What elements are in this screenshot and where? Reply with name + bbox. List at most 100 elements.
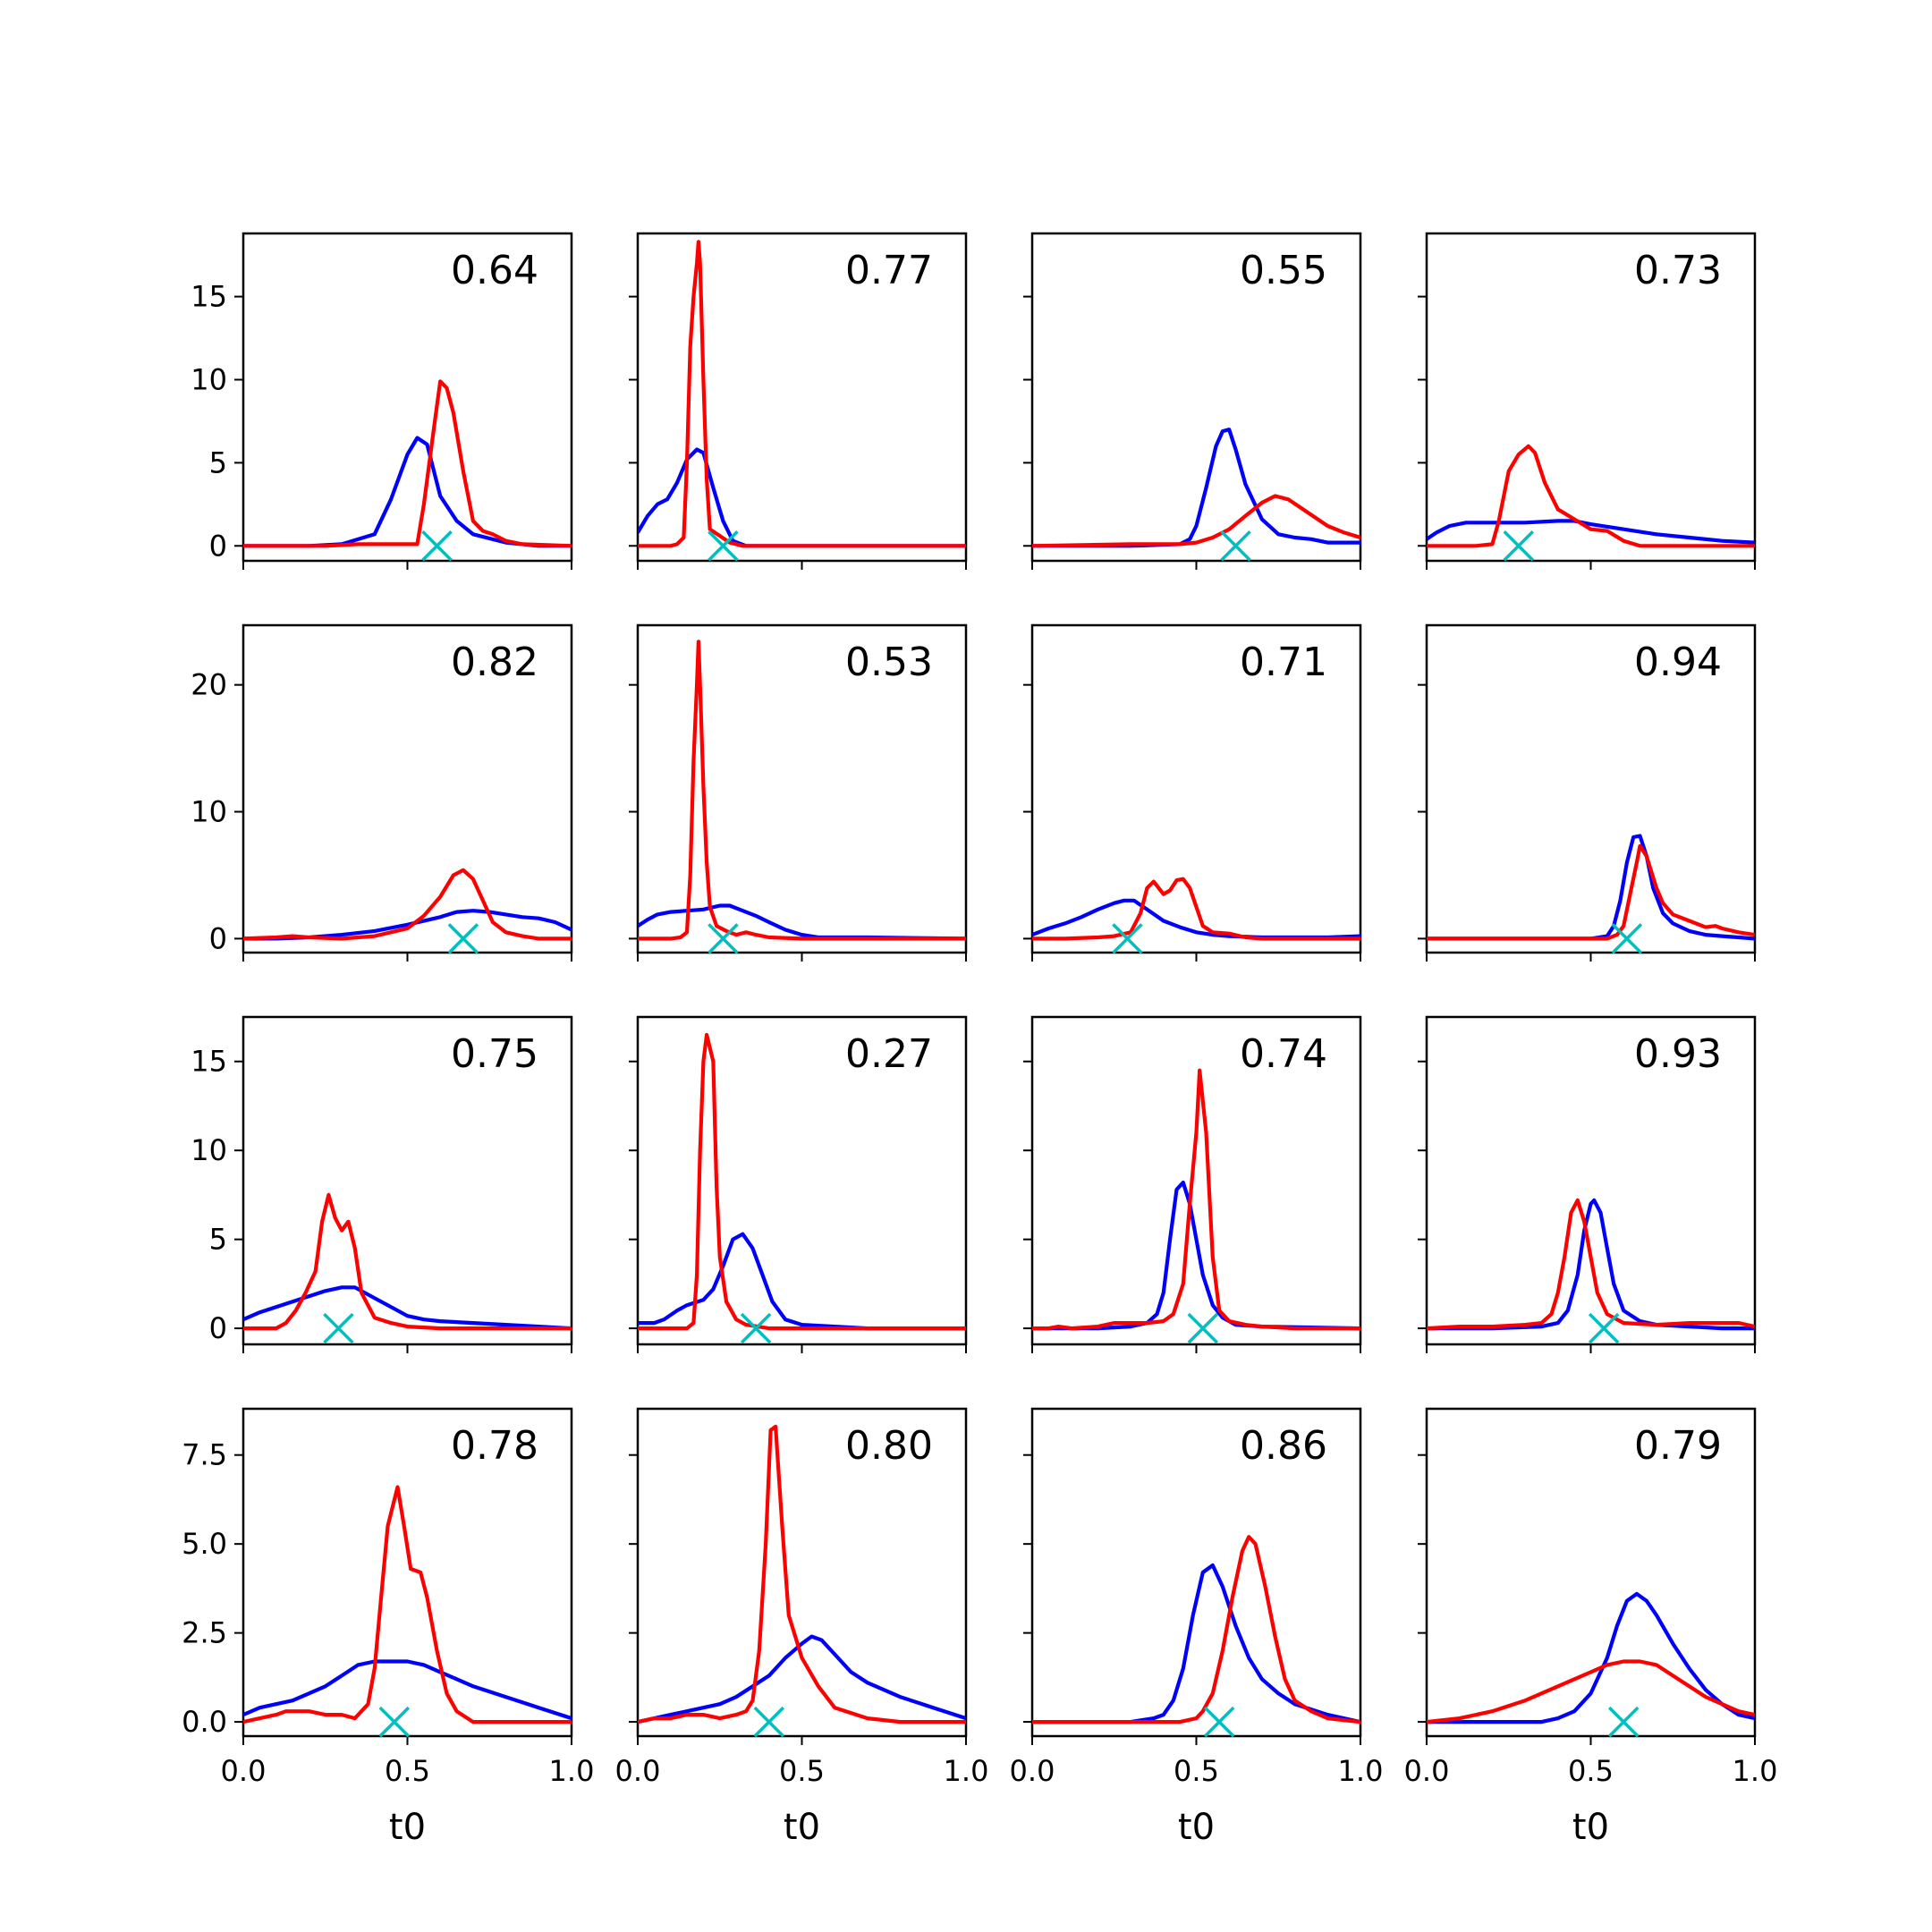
blue-series-line — [1427, 834, 1755, 941]
x-marker — [1503, 530, 1534, 562]
x-tick-label: 0.0 — [1010, 1754, 1055, 1788]
y-tick-label: 0.0 — [182, 1705, 227, 1739]
x-tick-label: 0.0 — [615, 1754, 661, 1788]
panel-value-label: 0.82 — [451, 640, 538, 685]
y-tick-label: 10 — [191, 1133, 227, 1167]
red-series-line — [243, 1485, 572, 1724]
panel-10: 0.27 — [629, 1015, 968, 1353]
x-axis-label: t0 — [784, 1807, 820, 1848]
y-tick-label: 5.0 — [182, 1527, 227, 1561]
panel-4: 0.73 — [1418, 232, 1757, 570]
x-tick-label: 1.0 — [944, 1754, 989, 1788]
x-tick-label: 0.0 — [1404, 1754, 1450, 1788]
panel-value-label: 0.86 — [1240, 1423, 1327, 1469]
panel-value-label: 0.27 — [845, 1031, 933, 1077]
panel-value-label: 0.78 — [451, 1423, 538, 1469]
panel-value-label: 0.73 — [1634, 248, 1722, 293]
blue-series-line — [243, 1659, 572, 1721]
panel-11: 0.74 — [1023, 1015, 1362, 1353]
panel-value-label: 0.71 — [1240, 640, 1327, 685]
x-marker — [1187, 1312, 1219, 1344]
red-series-line — [638, 240, 966, 548]
panel-value-label: 0.64 — [451, 248, 538, 293]
panel-value-label: 0.77 — [845, 248, 933, 293]
red-series-line — [1032, 1068, 1360, 1331]
panel-value-label: 0.75 — [451, 1031, 538, 1077]
panel-15: 0.0 0.5 1.0 t0 0.86 — [1010, 1407, 1384, 1848]
panel-8: 0.94 — [1418, 623, 1757, 962]
panel-value-label: 0.55 — [1240, 248, 1327, 293]
y-tick-label: 10 — [191, 362, 227, 396]
red-series-line — [1427, 1659, 1755, 1724]
panel-1: 0 5 10 15 0.64 — [191, 232, 573, 570]
panel-value-label: 0.79 — [1634, 1423, 1722, 1469]
y-tick-label: 15 — [191, 280, 227, 314]
blue-series-line — [1427, 519, 1755, 545]
red-series-line — [1032, 1535, 1360, 1724]
y-tick-label: 7.5 — [182, 1438, 227, 1472]
x-marker — [1112, 923, 1143, 954]
x-tick-label: 1.0 — [1338, 1754, 1384, 1788]
blue-series-line — [1032, 1180, 1360, 1331]
panel-value-label: 0.93 — [1634, 1031, 1722, 1077]
y-tick-label: 0 — [209, 529, 227, 563]
x-marker — [447, 923, 479, 954]
blue-series-line — [638, 1634, 966, 1724]
blue-series-line — [243, 1285, 572, 1331]
x-marker — [708, 923, 739, 954]
panel-value-label: 0.74 — [1240, 1031, 1327, 1077]
panel-14: 0.0 0.5 1.0 t0 0.80 — [615, 1407, 989, 1848]
panel-value-label: 0.94 — [1634, 640, 1722, 685]
panel-value-label: 0.53 — [845, 640, 933, 685]
red-series-line — [638, 640, 966, 941]
x-marker — [740, 1312, 772, 1344]
panel-6: 0.53 — [629, 623, 968, 962]
x-marker — [753, 1706, 785, 1738]
x-axis-label: t0 — [1572, 1807, 1609, 1848]
x-tick-label: 0.0 — [221, 1754, 267, 1788]
y-tick-label: 20 — [191, 668, 227, 702]
panel-16: 0.0 0.5 1.0 t0 0.79 — [1404, 1407, 1778, 1848]
x-axis-label: t0 — [1178, 1807, 1215, 1848]
panel-7: 0.71 — [1023, 623, 1362, 962]
y-tick-label: 2.5 — [182, 1616, 227, 1650]
x-marker — [378, 1706, 411, 1738]
red-series-line — [1427, 843, 1755, 941]
x-axis-label: t0 — [389, 1807, 426, 1848]
y-tick-label: 0 — [209, 921, 227, 955]
x-marker — [1220, 530, 1251, 562]
panel-12: 0.93 — [1418, 1015, 1757, 1353]
x-marker — [1588, 1312, 1620, 1344]
blue-series-line — [1032, 428, 1360, 548]
panel-13: 0.0 2.5 5.0 7.5 0.0 0.5 1.0 t0 0.78 — [182, 1407, 594, 1848]
x-marker — [1611, 923, 1643, 954]
blue-series-line — [1032, 1563, 1360, 1724]
y-tick-label: 5 — [209, 1223, 227, 1257]
red-series-line — [1427, 444, 1755, 548]
x-tick-label: 0.5 — [1568, 1754, 1614, 1788]
x-tick-label: 0.5 — [779, 1754, 825, 1788]
y-tick-label: 0 — [209, 1311, 227, 1345]
panel-9: 0 5 10 15 0.75 — [191, 1015, 573, 1353]
x-marker — [1203, 1706, 1235, 1738]
red-series-line — [243, 868, 572, 941]
panel-value-label: 0.80 — [845, 1423, 933, 1469]
red-series-line — [1427, 1198, 1755, 1331]
x-tick-label: 1.0 — [1733, 1754, 1778, 1788]
red-series-line — [1032, 877, 1360, 941]
blue-series-line — [1427, 1591, 1755, 1724]
x-marker — [323, 1312, 354, 1344]
panel-2: 0.77 — [629, 232, 968, 570]
x-marker — [421, 530, 453, 562]
red-series-line — [638, 1032, 966, 1331]
y-tick-label: 10 — [191, 795, 227, 829]
x-tick-label: 0.5 — [1174, 1754, 1219, 1788]
x-marker — [708, 530, 739, 562]
x-marker — [1607, 1706, 1640, 1738]
x-tick-label: 0.5 — [385, 1754, 430, 1788]
red-series-line — [243, 1192, 572, 1331]
y-tick-label: 15 — [191, 1045, 227, 1079]
panel-5: 0 10 20 0.82 — [191, 623, 573, 962]
y-tick-label: 5 — [209, 445, 227, 479]
